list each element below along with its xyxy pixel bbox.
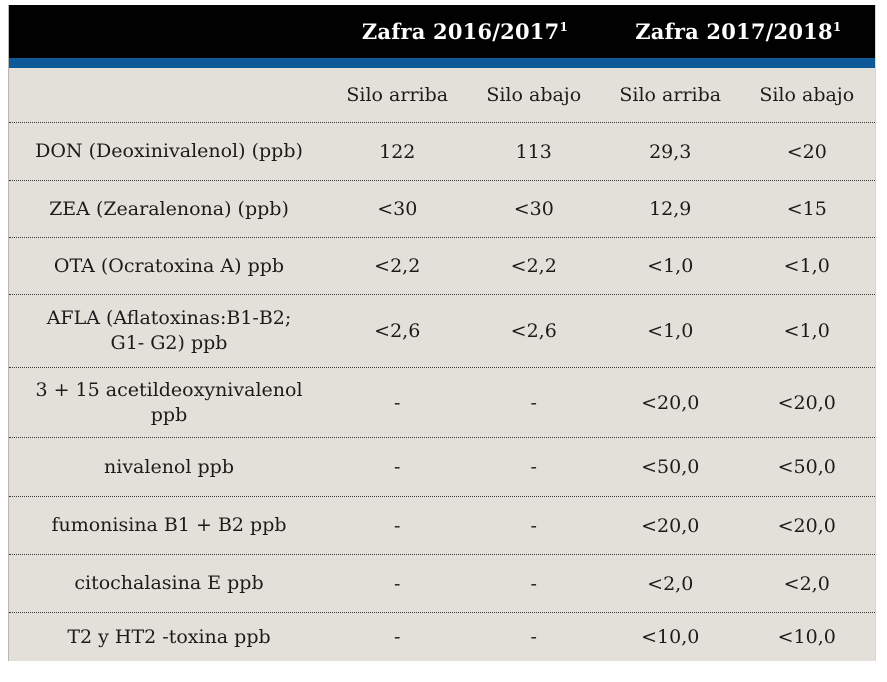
row-label: AFLA (Aflatoxinas:B1-B2; G1- G2) ppb (46, 307, 292, 354)
cell-value: - (394, 456, 401, 478)
row-label: OTA (Ocratoxina A) ppb (53, 254, 285, 277)
cell-value: <2,6 (374, 320, 421, 342)
cell-value: <10,0 (777, 626, 836, 648)
season-header-2017-2018: Zafra 2017/20181 (602, 19, 875, 44)
column-header-silo-arriba-1: Silo arriba (346, 84, 449, 106)
season-label: Zafra 2016/2017 (361, 19, 560, 44)
cell-value: <20 (786, 140, 827, 163)
cell-value: - (530, 391, 537, 414)
cell-value: <50,0 (641, 456, 700, 478)
table-body: Silo arriba Silo abajo Silo arriba Silo … (9, 68, 875, 661)
cell-value: - (394, 514, 401, 537)
column-header-row: Silo arriba Silo abajo Silo arriba Silo … (9, 68, 875, 122)
row-label-spacer (9, 68, 329, 122)
cell-value: <1,0 (783, 320, 830, 342)
cell-value: - (530, 514, 537, 537)
mycotoxin-results-table: Zafra 2016/20171 Zafra 2017/20181 Silo a… (8, 5, 876, 661)
row-label: DON (Deoxinivalenol) (ppb) (35, 140, 303, 163)
table-row-acetildeoxynivalenol: 3 + 15 acetildeoxynivalenol ppb - - <20,… (9, 367, 875, 437)
column-header-silo-abajo-2: Silo abajo (759, 84, 855, 106)
cell-value: <1,0 (647, 255, 694, 277)
table-row-t2-ht2: T2 y HT2 -toxina ppb - - <10,0 <10,0 (9, 612, 875, 661)
cell-value: <30 (377, 198, 418, 220)
cell-value: <50,0 (777, 456, 836, 478)
cell-value: <10,0 (641, 626, 700, 648)
cell-value: <1,0 (783, 255, 830, 277)
cell-value: <2,0 (783, 572, 830, 595)
accent-stripe (9, 58, 875, 68)
cell-value: <20,0 (777, 514, 836, 537)
row-label: nivalenol ppb (104, 455, 234, 478)
row-label: citochalasina E ppb (74, 572, 264, 595)
season-label: Zafra 2017/2018 (635, 19, 833, 44)
cell-value: <30 (513, 198, 554, 220)
table-row-afla: AFLA (Aflatoxinas:B1-B2; G1- G2) ppb <2,… (9, 294, 875, 367)
table-row-don: DON (Deoxinivalenol) (ppb) 122 113 29,3 … (9, 122, 875, 180)
cell-value: 12,9 (649, 198, 692, 220)
cell-value: <1,0 (647, 320, 694, 342)
cell-value: <2,0 (647, 572, 694, 595)
row-label: T2 y HT2 -toxina ppb (67, 625, 271, 648)
cell-value: - (394, 572, 401, 595)
table-row-citochalasina: citochalasina E ppb - - <2,0 <2,0 (9, 554, 875, 612)
cell-value: 113 (515, 140, 552, 163)
cell-value: <15 (786, 198, 827, 220)
footnote-marker: 1 (832, 20, 842, 34)
footnote-marker: 1 (559, 20, 568, 34)
table-row-fumonisina: fumonisina B1 + B2 ppb - - <20,0 <20,0 (9, 496, 875, 554)
cell-value: - (394, 391, 401, 414)
cell-value: - (530, 626, 537, 648)
season-header-2016-2017: Zafra 2016/20171 (328, 19, 601, 44)
cell-value: 122 (379, 140, 416, 163)
column-header-silo-arriba-2: Silo arriba (619, 84, 722, 106)
cell-value: <2,2 (374, 255, 421, 277)
cell-value: - (394, 626, 401, 648)
row-label: fumonisina B1 + B2 ppb (51, 514, 287, 537)
column-header-silo-abajo-1: Silo abajo (486, 84, 582, 106)
season-header-band: Zafra 2016/20171 Zafra 2017/20181 (9, 5, 875, 58)
cell-value: - (530, 456, 537, 478)
table-row-nivalenol: nivalenol ppb - - <50,0 <50,0 (9, 437, 875, 496)
table-row-ota: OTA (Ocratoxina A) ppb <2,2 <2,2 <1,0 <1… (9, 237, 875, 294)
cell-value: <20,0 (641, 514, 700, 537)
cell-value: <2,2 (510, 255, 557, 277)
row-label: ZEA (Zearalenona) (ppb) (49, 197, 289, 220)
cell-value: <2,6 (510, 320, 557, 342)
cell-value: <20,0 (641, 391, 700, 414)
cell-value: <20,0 (777, 391, 836, 414)
row-label: 3 + 15 acetildeoxynivalenol ppb (35, 378, 303, 426)
table-row-zea: ZEA (Zearalenona) (ppb) <30 <30 12,9 <15 (9, 180, 875, 237)
cell-value: - (530, 572, 537, 595)
cell-value: 29,3 (649, 140, 692, 163)
